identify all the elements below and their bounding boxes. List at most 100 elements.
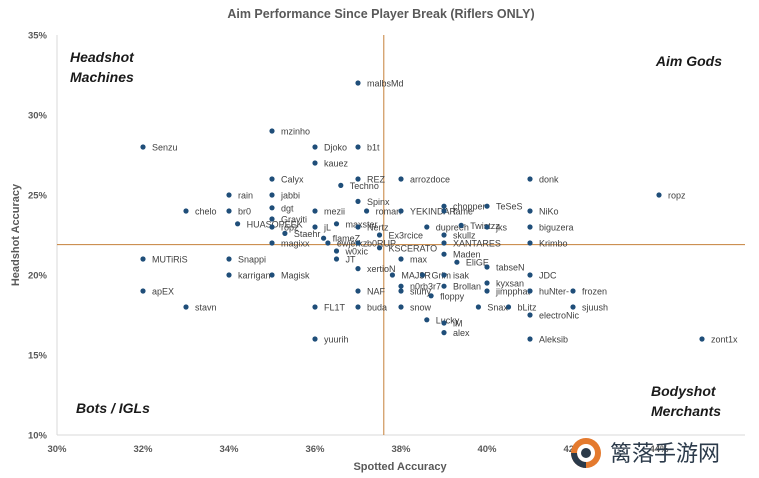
data-point [355,198,361,204]
x-axis-title: Spotted Accuracy [353,461,447,473]
data-point [333,221,340,227]
point-label: rain [238,191,253,201]
data-point [312,224,318,230]
data-point [441,208,447,214]
data-point [312,160,318,166]
data-point [527,288,533,294]
data-point [269,240,275,246]
quadrant-label-top-left: Headshot [70,49,135,65]
watermark-text: 篱落手游网 [610,442,720,467]
point-label: MUTiRiS [152,255,188,265]
point-label: Senzu [152,143,178,153]
point-label: HUASOPEEK [247,219,303,229]
y-tick-label: 15% [28,351,48,362]
data-point [441,240,447,246]
data-point [527,312,533,318]
point-label: Maden [453,250,481,260]
point-label: snow [410,303,432,313]
data-point [570,304,576,310]
data-point [454,259,460,265]
data-point [355,176,361,182]
point-label: b0RUP [367,239,396,249]
point-label: tabseN [496,263,525,273]
y-tick-label: 25% [28,191,48,202]
data-point [484,203,490,209]
data-point [226,192,232,198]
quadrant-label-bottom-left: Bots / IGLs [76,400,150,416]
point-label: biguzera [539,223,574,233]
data-point [484,224,490,230]
point-label: n0rb3r7 [410,282,441,292]
data-point [321,235,327,241]
data-point [419,272,426,278]
y-axis-title: Headshot Accuracy [10,183,22,286]
y-tick-label: 10% [28,431,48,442]
point-label: jabbi [280,191,300,201]
point-label: yuurih [324,335,349,345]
data-point [269,192,275,198]
point-label: sjuush [582,303,608,313]
data-point [475,304,481,310]
data-point [269,224,275,230]
x-tick-label: 30% [47,444,67,455]
point-label: Snax [487,303,508,313]
x-tick-label: 34% [219,444,239,455]
point-label: EliGE [466,258,489,268]
watermark-logo-icon [571,438,601,468]
point-label: YEKINDAR [410,207,457,217]
data-point [376,245,383,251]
data-point [484,264,490,270]
point-label: flameZ [333,234,361,244]
data-point [183,304,189,310]
y-tick-label: 30% [28,111,48,122]
quadrant-labels: Headshot Machines Aim Gods Bots / IGLs Bodys… [70,49,722,419]
point-label: Nertz [367,223,389,233]
point-label: chopper [453,202,486,212]
point-label: siuhy [410,287,432,297]
point-label: ropz [668,191,686,201]
data-point [527,176,533,182]
point-label: Staehr [294,229,321,239]
point-label: Techno [350,181,379,191]
x-tick-label: 32% [133,444,153,455]
point-label: Calyx [281,175,304,185]
point-label: Brollan [453,282,481,292]
point-label: ropz [281,223,299,233]
average-lines [57,35,745,435]
data-point [312,144,318,150]
point-label: jimpphat [495,287,531,297]
point-label: jks [495,223,507,233]
data-point [269,216,275,222]
data-point [441,272,447,278]
data-point [355,240,361,246]
point-label: arrozdoce [410,175,450,185]
data-point [364,208,370,214]
watermark: 篱落手游网 [571,438,720,468]
data-point [325,240,331,246]
data-point [226,208,232,214]
point-label: JT [346,255,357,265]
point-label: NAF [367,287,386,297]
data-point [355,144,361,150]
point-label: frozen [582,287,607,297]
y-tick-label: 35% [28,31,48,42]
x-tick-label: 38% [391,444,411,455]
data-point [282,230,288,236]
x-tick-label: 36% [305,444,325,455]
data-point [424,317,430,323]
data-point [269,128,275,134]
point-label: karrigan [238,271,271,281]
point-label: ewjerkz [337,239,368,249]
data-point [140,256,146,262]
point-label: xertioN [367,264,396,274]
x-tick-label: 44% [649,444,669,455]
data-point [398,176,404,182]
point-label: REZ [367,175,386,185]
data-point [226,256,232,262]
data-point [269,205,275,211]
y-tick-label: 20% [28,271,48,282]
point-label: buda [367,303,387,313]
point-label: Lucky [436,315,460,325]
point-label: isak [453,271,470,281]
point-label: br0 [238,207,251,217]
